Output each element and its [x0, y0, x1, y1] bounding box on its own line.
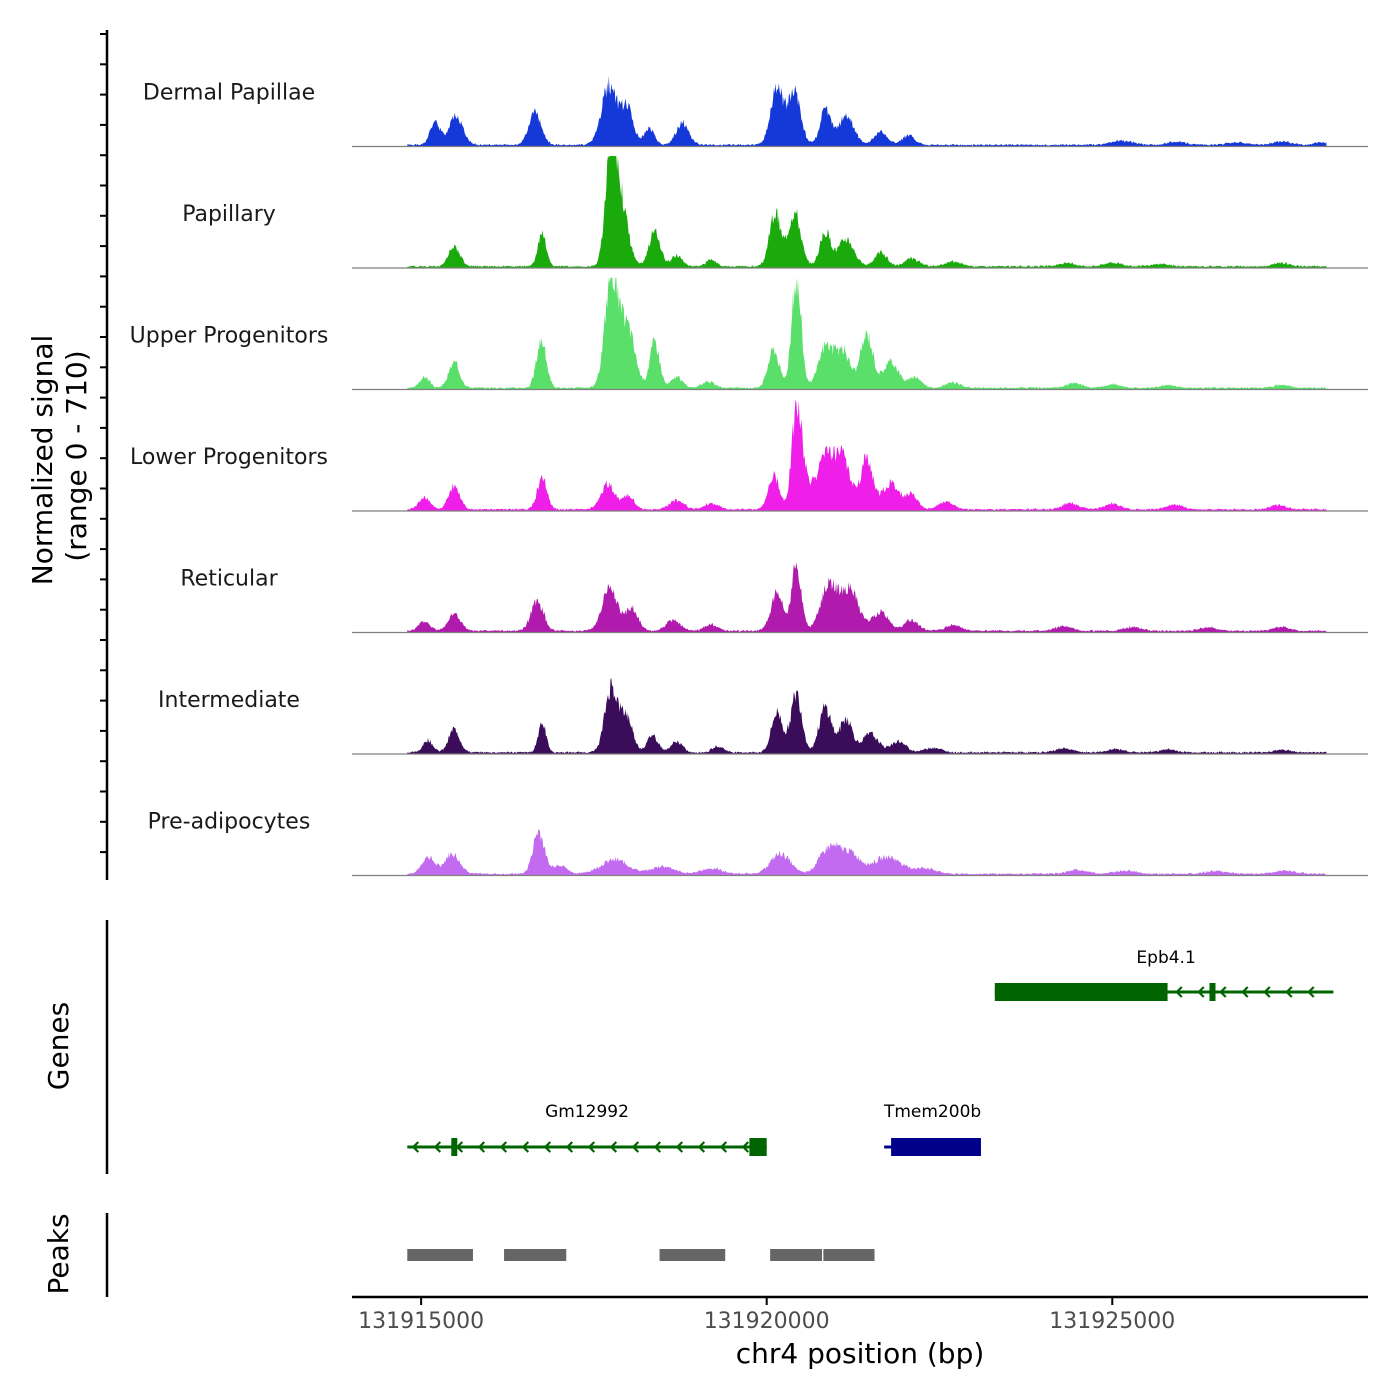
track-label: Papillary: [182, 202, 276, 227]
x-tick-label: 131915000: [358, 1309, 484, 1334]
strand-arrow: [1219, 986, 1227, 998]
y-axis-range: (range 0 - 710): [60, 350, 93, 561]
strand-arrow: [1241, 986, 1249, 998]
strand-arrow: [499, 1141, 508, 1153]
gene-gm12992: Gm12992: [407, 1102, 767, 1156]
coverage-tracks: Dermal Papillae Papillary Upper Progenitor…: [130, 75, 1368, 877]
signal-area: [407, 75, 1327, 147]
track-papillary: Papillary: [182, 156, 1368, 269]
strand-arrow: [1285, 986, 1293, 998]
strand-arrow: [1175, 986, 1183, 998]
track-upper-progenitors: Upper Progenitors: [130, 277, 1368, 391]
peak-region: [823, 1249, 875, 1261]
peaks-track-label: Peaks: [42, 1213, 75, 1294]
y-axis-title: Normalized signal: [26, 335, 59, 586]
strand-arrow: [543, 1141, 552, 1153]
strand-arrow: [609, 1141, 618, 1153]
strand-arrow: [741, 1141, 750, 1153]
track-label: Reticular: [180, 567, 278, 592]
peak-region: [407, 1249, 473, 1261]
gene-label: Gm12992: [545, 1102, 629, 1122]
strand-arrow: [455, 1141, 464, 1153]
track-lower-progenitors: Lower Progenitors: [130, 400, 1368, 512]
strand-arrow: [675, 1141, 684, 1153]
track-label: Dermal Papillae: [143, 81, 315, 106]
strand-arrow: [411, 1141, 420, 1153]
signal-area: [407, 277, 1327, 390]
x-tick-label: 131925000: [1049, 1309, 1175, 1334]
peak-region: [504, 1249, 567, 1261]
strand-arrow: [521, 1141, 530, 1153]
signal-area: [407, 829, 1327, 876]
x-tick-label: 131920000: [704, 1309, 830, 1334]
gene-epb4-1: Epb4.1: [994, 948, 1334, 1001]
track-pre-adipocytes: Pre-adipocytes: [148, 810, 1368, 877]
strand-arrow: [1263, 986, 1271, 998]
x-axis-ticks: 131915000 131920000 131925000: [358, 1297, 1175, 1334]
x-axis-title: chr4 position (bp): [736, 1337, 985, 1370]
gene-exon-block: [749, 1138, 767, 1156]
track-reticular: Reticular: [180, 562, 1368, 634]
strand-arrow: [1197, 986, 1205, 998]
gene-label: Tmem200b: [883, 1102, 981, 1122]
gene-exon-block: [891, 1138, 981, 1156]
coverage-y-axis: [100, 30, 109, 880]
gene-exon: [451, 1138, 458, 1156]
peak-region: [770, 1249, 822, 1261]
gene-exon: [1209, 983, 1216, 1001]
signal-area: [407, 678, 1327, 754]
strand-arrow: [653, 1141, 662, 1153]
signal-area: [407, 400, 1327, 511]
strand-arrow: [587, 1141, 596, 1153]
gene-tmem200b: Tmem200b: [883, 1102, 981, 1156]
peak-regions: [407, 1249, 875, 1261]
track-label: Lower Progenitors: [130, 445, 328, 470]
strand-arrow: [433, 1141, 442, 1153]
track-label: Upper Progenitors: [130, 324, 329, 349]
track-label: Intermediate: [158, 688, 300, 713]
track-label: Pre-adipocytes: [148, 810, 311, 835]
strand-arrow: [1307, 986, 1315, 998]
genes-track-label: Genes: [42, 1002, 75, 1090]
track-intermediate: Intermediate: [158, 678, 1368, 755]
strand-arrow: [477, 1141, 486, 1153]
gene-annotations: Epb4.1 Gm12992 Tmem200b: [407, 948, 1334, 1156]
peak-region: [659, 1249, 726, 1261]
strand-arrow: [719, 1141, 728, 1153]
gene-exon-block: [994, 983, 1168, 1001]
track-dermal-papillae: Dermal Papillae: [143, 75, 1368, 148]
strand-arrow: [565, 1141, 574, 1153]
signal-area: [407, 156, 1327, 268]
signal-area: [407, 562, 1327, 633]
gene-label: Epb4.1: [1136, 948, 1195, 968]
strand-arrow: [631, 1141, 640, 1153]
strand-arrow: [697, 1141, 706, 1153]
